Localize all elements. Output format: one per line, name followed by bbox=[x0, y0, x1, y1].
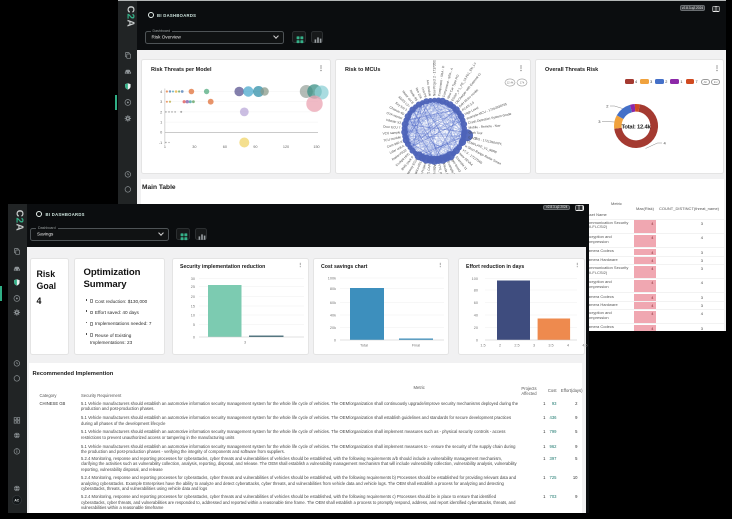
svg-text:Lidar unit A: Lidar unit A bbox=[389, 144, 406, 155]
svg-text:25: 25 bbox=[191, 285, 195, 289]
svg-text:Adas unit 4: Adas unit 4 bbox=[433, 164, 437, 174]
svg-text:30: 30 bbox=[191, 277, 195, 281]
svg-text:geo-level3: geo-level3 bbox=[451, 158, 462, 173]
svg-text:100k: 100k bbox=[328, 276, 336, 280]
svg-text:Key fob 3: Key fob 3 bbox=[395, 101, 409, 112]
svg-text:-1: -1 bbox=[159, 141, 162, 145]
svg-text:Component - SRA - D: Component - SRA - D bbox=[437, 65, 445, 97]
svg-text:1: 1 bbox=[160, 121, 162, 125]
svg-text:AC: AC bbox=[15, 498, 20, 502]
svg-text:4: 4 bbox=[567, 344, 569, 348]
svg-text:Mazda 3 EU: Mazda 3 EU bbox=[442, 163, 451, 174]
svg-text:4: 4 bbox=[160, 90, 162, 94]
svg-text:Total: 12.4k: Total: 12.4k bbox=[621, 125, 651, 131]
svg-text:20k: 20k bbox=[330, 326, 336, 330]
svg-text:120: 120 bbox=[283, 145, 289, 149]
svg-text:0: 0 bbox=[193, 335, 195, 339]
svg-text:90: 90 bbox=[253, 145, 257, 149]
svg-text:Mobile - Remote - Nav: Mobile - Remote - Nav bbox=[468, 123, 500, 129]
svg-text:TCU module: TCU module bbox=[383, 135, 402, 143]
svg-text:40: 40 bbox=[474, 313, 478, 317]
svg-text:Infotain X2: Infotain X2 bbox=[386, 118, 402, 125]
svg-text:80k: 80k bbox=[330, 287, 336, 291]
svg-text:60k: 60k bbox=[330, 301, 336, 305]
svg-text:2: 2 bbox=[606, 104, 609, 109]
svg-text:Node R5: Node R5 bbox=[409, 89, 419, 102]
svg-text:0: 0 bbox=[334, 338, 336, 342]
svg-text:4: 4 bbox=[664, 141, 667, 146]
svg-text:Total: Total bbox=[360, 344, 368, 348]
svg-text:3: 3 bbox=[598, 119, 601, 124]
svg-text:150: 150 bbox=[313, 145, 319, 149]
svg-text:15: 15 bbox=[191, 304, 195, 308]
svg-text:OTA master: OTA master bbox=[386, 111, 404, 121]
svg-text:3: 3 bbox=[160, 100, 162, 104]
svg-text:5: 5 bbox=[193, 323, 195, 327]
svg-text:1_ADAS - 172139647PL: 1_ADAS - 172139647PL bbox=[468, 135, 503, 146]
svg-text:12.4k: 12.4k bbox=[507, 81, 514, 85]
svg-text:100: 100 bbox=[472, 277, 478, 281]
svg-text:Veh 22X: Veh 22X bbox=[414, 87, 423, 100]
svg-text:PCAS 3.0: PCAS 3.0 bbox=[461, 101, 475, 112]
svg-text:2: 2 bbox=[160, 110, 162, 114]
svg-text:3.5: 3.5 bbox=[548, 344, 553, 348]
svg-text:2: 2 bbox=[499, 344, 501, 348]
svg-text:Example P1: Example P1 bbox=[446, 161, 456, 174]
svg-text:High Level: High Level bbox=[464, 106, 479, 117]
svg-text:20: 20 bbox=[191, 295, 195, 299]
svg-text:New Project 2 - 1717050988700: New Project 2 - 1717050988700 bbox=[432, 60, 436, 96]
svg-text:Unit P9: Unit P9 bbox=[421, 87, 428, 98]
svg-text:Door ECU 7: Door ECU 7 bbox=[383, 125, 401, 130]
svg-text:0: 0 bbox=[476, 338, 478, 342]
svg-text:3: 3 bbox=[533, 344, 535, 348]
svg-text:Final: Final bbox=[412, 344, 420, 348]
svg-text:20: 20 bbox=[474, 326, 478, 330]
svg-text:30: 30 bbox=[192, 145, 196, 149]
svg-text:4.5: 4.5 bbox=[582, 344, 587, 348]
svg-text:2: 2 bbox=[475, 137, 477, 141]
svg-text:Cam-360-X: Cam-360-X bbox=[386, 139, 404, 149]
svg-text:Orah Tool: Orah Tool bbox=[468, 130, 482, 135]
svg-text:EXAMPLE_V1 CAR: EXAMPLE_V1 CAR bbox=[424, 163, 432, 174]
svg-text:1.5: 1.5 bbox=[480, 344, 485, 348]
svg-text:Acc module: Acc module bbox=[426, 80, 432, 97]
svg-text:New Project: New Project bbox=[418, 162, 427, 174]
svg-text:VTS_PROTO_V2: VTS_PROTO_V2 bbox=[437, 164, 444, 174]
svg-text:1: 1 bbox=[164, 145, 166, 149]
svg-text:3: 3 bbox=[244, 341, 246, 345]
svg-text:0: 0 bbox=[160, 131, 162, 135]
svg-text:40k: 40k bbox=[330, 313, 336, 317]
svg-text:60: 60 bbox=[474, 301, 478, 305]
svg-text:Chassis 4D: Chassis 4D bbox=[389, 105, 406, 116]
svg-text:10: 10 bbox=[191, 313, 195, 317]
svg-text:60: 60 bbox=[223, 145, 227, 149]
svg-text:17k: 17k bbox=[520, 81, 525, 85]
svg-text:2.5: 2.5 bbox=[514, 344, 519, 348]
svg-text:VCU sample: VCU sample bbox=[382, 130, 400, 135]
svg-text:80: 80 bbox=[474, 288, 478, 292]
